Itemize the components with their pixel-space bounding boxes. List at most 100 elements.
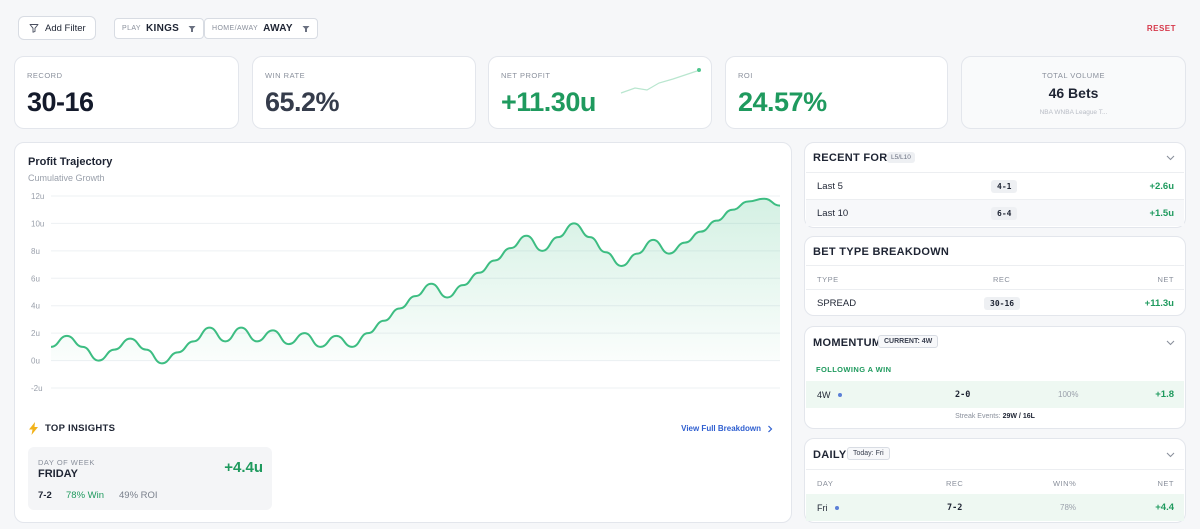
row-net: +1.8 xyxy=(1155,389,1174,400)
insight-card-day-of-week[interactable]: DAY OF WEEK FRIDAY +4.4u 7-2 78% Win 49%… xyxy=(28,447,272,510)
insight-value: +4.4u xyxy=(224,459,263,476)
stat-card-win-rate: WIN RATE 65.2% xyxy=(252,56,476,129)
table-row: SPREAD 30-16 +11.3u xyxy=(806,289,1184,316)
recent-form-panel: RECENT FORM L5/L10 Last 5 4-1 +2.6u Last… xyxy=(804,142,1186,228)
momentum-section-label: FOLLOWING A WIN xyxy=(816,365,892,374)
recent-form-row: Last 10 6-4 +1.5u xyxy=(806,199,1184,226)
stat-sub: NBA WNBA League T... xyxy=(1039,109,1108,116)
col-win: WIN% xyxy=(1053,479,1077,488)
streak-events: Streak Events: 29W / 16L xyxy=(805,413,1185,420)
col-net: NET xyxy=(1157,479,1174,488)
filter-value: AWAY xyxy=(263,23,293,34)
momentum-header[interactable]: MOMENTUM CURRENT: 4W xyxy=(805,327,1185,357)
insight-record: 7-2 xyxy=(38,490,52,501)
panel-badge: L5/L10 xyxy=(887,152,915,163)
row-pct: 100% xyxy=(1058,390,1079,399)
panel-title: MOMENTUM xyxy=(813,337,882,349)
row-label: 4W xyxy=(817,389,831,400)
chevron-right-icon xyxy=(768,425,773,432)
y-tick-label: 12u xyxy=(31,192,44,201)
day-dot xyxy=(835,505,839,510)
filter-label: PLAY xyxy=(122,25,141,32)
row-net: +2.6u xyxy=(1149,180,1174,192)
y-tick-label: 6u xyxy=(31,274,40,283)
bet-type-panel: BET TYPE BREAKDOWN TYPE REC NET SPREAD 3… xyxy=(804,236,1186,316)
insight-roi: 49% ROI xyxy=(119,490,158,501)
insight-day: FRIDAY xyxy=(38,468,78,480)
col-day: DAY xyxy=(817,479,834,488)
profit-trajectory-panel: Profit Trajectory Cumulative Growth 12u 1… xyxy=(14,142,792,523)
streak-dot xyxy=(838,392,842,397)
recent-form-row: Last 5 4-1 +2.6u xyxy=(806,172,1184,199)
streak-label: Streak Events: xyxy=(955,413,1001,420)
insights-title: TOP INSIGHTS xyxy=(45,423,116,434)
stat-label: ROI xyxy=(738,71,753,80)
recent-form-header[interactable]: RECENT FORM L5/L10 xyxy=(805,143,1185,171)
panel-title: BET TYPE BREAKDOWN xyxy=(813,246,950,258)
filter-value: KINGS xyxy=(145,23,180,34)
chevron-down-icon[interactable] xyxy=(1166,338,1175,347)
streak-value: 29W / 16L xyxy=(1002,413,1035,420)
daily-panel: DAILY Today: Fri DAY REC WIN% NET Fri 7-… xyxy=(804,438,1186,523)
row-net: +11.3u xyxy=(1144,297,1174,309)
y-tick-label: 10u xyxy=(31,219,44,228)
chart-title: Profit Trajectory xyxy=(28,156,113,168)
row-record: 6-4 xyxy=(991,206,1018,220)
insight-label: DAY OF WEEK xyxy=(38,458,95,467)
add-filter-button[interactable]: Add Filter xyxy=(18,16,96,40)
stat-label: WIN RATE xyxy=(265,71,306,80)
profit-line xyxy=(50,197,781,365)
filter-icon xyxy=(29,24,39,33)
filter-chip-home-away[interactable]: HOME/AWAY AWAY xyxy=(204,18,318,39)
reset-button[interactable]: RESET xyxy=(1146,24,1176,33)
funnel-icon xyxy=(302,25,310,32)
stat-value: 65.2% xyxy=(265,87,340,117)
stat-label: RECORD xyxy=(27,71,63,80)
stat-label: TOTAL VOLUME xyxy=(1042,71,1105,80)
link-label: View Full Breakdown xyxy=(681,424,761,433)
stat-card-net-profit: NET PROFIT +11.30u xyxy=(488,56,712,129)
table-header: DAY REC WIN% NET xyxy=(806,469,1184,493)
funnel-icon xyxy=(188,25,196,32)
panel-title: DAILY xyxy=(813,449,847,461)
row-day: Fri xyxy=(817,502,828,513)
stat-card-record: RECORD 30-16 xyxy=(14,56,239,129)
row-win: 78% xyxy=(1060,503,1077,512)
y-tick-label: 0u xyxy=(31,357,40,366)
stat-card-roi: ROI 24.57% xyxy=(725,56,948,129)
profit-area xyxy=(51,198,780,364)
y-tick-label: 4u xyxy=(31,302,40,311)
y-tick-label: -2u xyxy=(31,384,43,393)
filter-label: HOME/AWAY xyxy=(212,25,259,32)
row-net: +4.4 xyxy=(1155,502,1174,513)
col-type: TYPE xyxy=(817,275,839,284)
daily-header[interactable]: DAILY Today: Fri xyxy=(805,439,1185,467)
stat-value: 24.57% xyxy=(738,87,827,117)
stat-value: 46 Bets xyxy=(1048,85,1099,101)
momentum-panel: MOMENTUM CURRENT: 4W FOLLOWING A WIN 4W … xyxy=(804,326,1186,429)
insight-win: 78% Win xyxy=(66,490,105,501)
stat-value: +11.30u xyxy=(501,87,596,117)
row-label: Last 10 xyxy=(817,207,849,219)
table-header: TYPE REC NET xyxy=(806,265,1184,289)
view-full-breakdown-link[interactable]: View Full Breakdown xyxy=(681,424,773,433)
add-filter-label: Add Filter xyxy=(45,22,86,34)
row-rec: 30-16 xyxy=(984,296,1021,310)
stat-card-total-volume: TOTAL VOLUME 46 Bets NBA WNBA League T..… xyxy=(961,56,1186,129)
stat-label: NET PROFIT xyxy=(501,71,551,80)
row-rec: 7-2 xyxy=(947,502,963,513)
chevron-down-icon[interactable] xyxy=(1166,153,1175,162)
filter-chip-play[interactable]: PLAY KINGS xyxy=(114,18,205,39)
panel-title: RECENT FORM xyxy=(813,152,897,164)
chevron-down-icon[interactable] xyxy=(1166,450,1175,459)
lightning-icon xyxy=(29,422,38,435)
col-net: NET xyxy=(1157,275,1174,284)
row-record: 4-1 xyxy=(991,179,1018,193)
row-net: +1.5u xyxy=(1149,207,1174,219)
sparkline-dot xyxy=(697,68,701,72)
row-record: 2-0 xyxy=(955,389,971,400)
col-rec: REC xyxy=(946,479,964,488)
chart-subtitle: Cumulative Growth xyxy=(28,173,105,183)
row-label: Last 5 xyxy=(817,180,843,192)
y-tick-label: 2u xyxy=(31,329,40,338)
